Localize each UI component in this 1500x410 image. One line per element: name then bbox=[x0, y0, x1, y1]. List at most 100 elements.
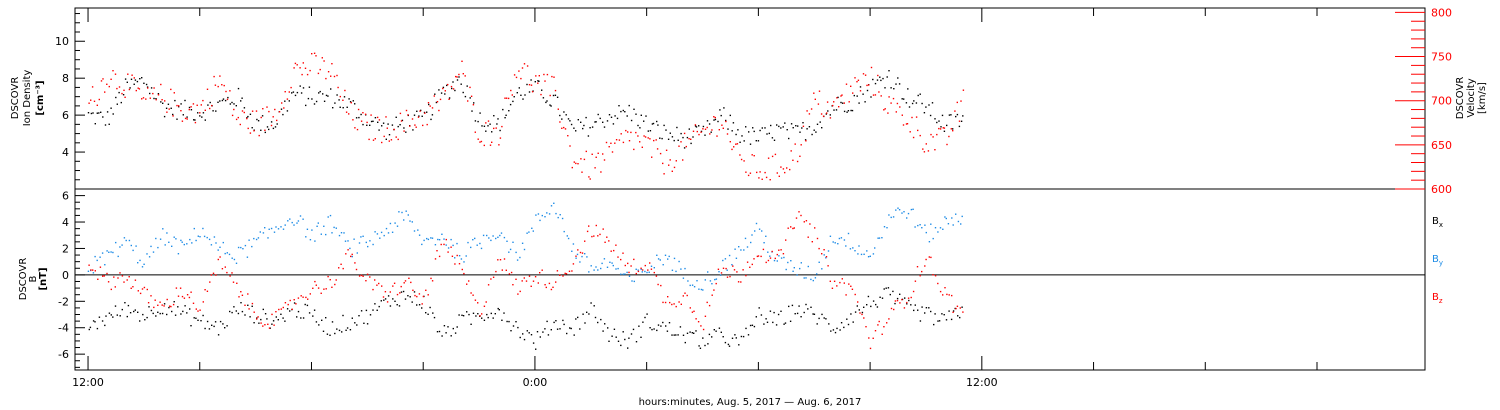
by-point bbox=[684, 267, 686, 270]
bz-point bbox=[210, 274, 212, 276]
by-point bbox=[180, 239, 182, 242]
density-point bbox=[124, 78, 127, 80]
bz-point bbox=[544, 284, 546, 286]
velocity-point bbox=[462, 73, 464, 75]
bz-point bbox=[487, 284, 490, 286]
bx-point bbox=[910, 304, 912, 306]
bz-point bbox=[128, 276, 130, 278]
bx-point bbox=[749, 324, 752, 327]
density-point bbox=[908, 106, 911, 108]
by-point bbox=[499, 234, 501, 237]
bx-point bbox=[461, 314, 463, 316]
density-point bbox=[217, 101, 219, 103]
bx-point bbox=[134, 309, 136, 311]
bz-point bbox=[238, 296, 240, 298]
by-point bbox=[445, 244, 447, 246]
density-point bbox=[204, 119, 206, 121]
bx-point bbox=[943, 314, 945, 316]
density-point bbox=[332, 107, 334, 109]
bz-point bbox=[537, 282, 539, 284]
bx-point bbox=[427, 313, 429, 315]
bx-point bbox=[586, 311, 588, 313]
velocity-point bbox=[100, 80, 103, 82]
by-point bbox=[438, 239, 441, 241]
density-point bbox=[940, 126, 942, 128]
by-point bbox=[700, 288, 703, 291]
density-point bbox=[743, 140, 745, 142]
by-point bbox=[162, 228, 164, 230]
density-point bbox=[292, 91, 295, 93]
density-point bbox=[143, 82, 145, 84]
density-point bbox=[915, 102, 918, 104]
density-point bbox=[620, 110, 622, 113]
velocity-point bbox=[206, 88, 209, 90]
velocity-point bbox=[186, 118, 188, 120]
by-point bbox=[235, 262, 238, 264]
by-point bbox=[726, 269, 728, 271]
velocity-point bbox=[685, 145, 687, 148]
bx-point bbox=[573, 334, 575, 336]
velocity-point bbox=[711, 129, 713, 131]
density-point bbox=[435, 101, 438, 104]
bz-point bbox=[400, 285, 402, 288]
density-point bbox=[330, 88, 332, 90]
by-point bbox=[955, 213, 957, 215]
bx-point bbox=[720, 331, 722, 333]
density-point bbox=[387, 123, 389, 125]
by-point bbox=[718, 271, 720, 273]
density-point bbox=[343, 96, 346, 98]
bz-point bbox=[212, 272, 215, 274]
velocity-point bbox=[319, 68, 321, 71]
density-point bbox=[784, 122, 786, 124]
by-point bbox=[668, 255, 670, 258]
by-point bbox=[907, 212, 910, 215]
bz-point bbox=[790, 226, 792, 228]
by-point bbox=[463, 261, 465, 263]
density-point bbox=[153, 97, 155, 100]
by-point bbox=[277, 228, 280, 230]
velocity-point bbox=[917, 129, 919, 132]
bx-point bbox=[306, 304, 309, 307]
velocity-point bbox=[504, 97, 506, 99]
bx-point bbox=[389, 305, 392, 307]
density-point bbox=[180, 103, 182, 105]
bz-point bbox=[722, 267, 725, 269]
velocity-point bbox=[662, 162, 664, 165]
velocity-point bbox=[786, 167, 788, 169]
bz-point bbox=[671, 303, 673, 306]
bz-point bbox=[577, 249, 579, 251]
bx-point bbox=[921, 306, 923, 308]
bz-point bbox=[232, 281, 235, 283]
density-point bbox=[526, 83, 528, 86]
bx-point bbox=[184, 305, 186, 307]
velocity-point bbox=[429, 105, 431, 107]
by-point bbox=[423, 239, 425, 242]
velocity-point bbox=[633, 148, 635, 151]
bx-point bbox=[615, 336, 617, 338]
velocity-point bbox=[306, 73, 309, 76]
density-point bbox=[454, 89, 456, 92]
bx-point bbox=[497, 307, 499, 310]
by-point bbox=[656, 254, 658, 256]
bz-point bbox=[521, 280, 523, 282]
bx-point bbox=[260, 318, 262, 321]
bx-point bbox=[152, 312, 154, 315]
bz-point bbox=[901, 298, 903, 301]
by-point bbox=[939, 227, 942, 229]
bz-point bbox=[667, 296, 669, 298]
velocity-point bbox=[309, 69, 311, 72]
bx-point bbox=[378, 305, 380, 308]
by-point bbox=[157, 246, 159, 249]
velocity-point bbox=[378, 119, 381, 121]
bx-point bbox=[742, 335, 745, 338]
velocity-point bbox=[204, 109, 206, 111]
bx-point bbox=[861, 311, 864, 314]
velocity-point bbox=[526, 65, 529, 67]
density-point bbox=[460, 83, 462, 85]
bz-point bbox=[916, 266, 919, 268]
bz-point bbox=[186, 294, 189, 296]
velocity-point bbox=[96, 104, 98, 106]
velocity-point bbox=[694, 124, 697, 126]
bz-point bbox=[845, 294, 847, 296]
by-point bbox=[644, 270, 646, 273]
